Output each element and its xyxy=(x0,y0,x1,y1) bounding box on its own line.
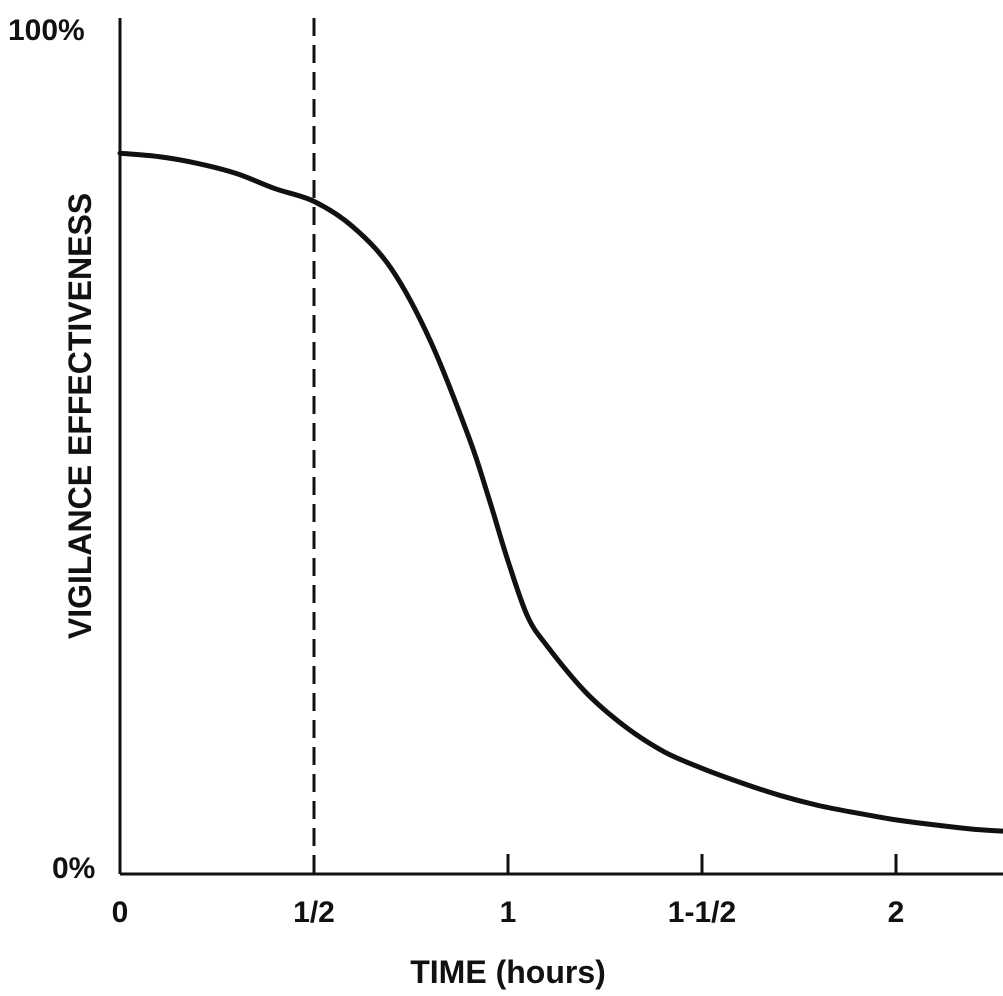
x-tick-label: 0 xyxy=(112,896,129,929)
series-line xyxy=(117,150,1003,834)
x-ticks xyxy=(506,854,898,874)
y-axis-title: VIGILANCE EFFECTIVENESS xyxy=(62,193,98,639)
x-tick-labels: 0 1/2 1 1-1/2 2 xyxy=(112,896,905,929)
x-tick-label: 1 xyxy=(500,896,517,929)
x-axis-title: TIME (hours) xyxy=(410,954,606,990)
y-tick-label-bottom: 0% xyxy=(52,852,95,885)
y-tick-label-top: 100% xyxy=(8,14,85,47)
x-tick-label: 2 xyxy=(888,896,905,929)
x-tick-label: 1/2 xyxy=(293,896,335,929)
x-tick-label: 1-1/2 xyxy=(668,896,736,929)
